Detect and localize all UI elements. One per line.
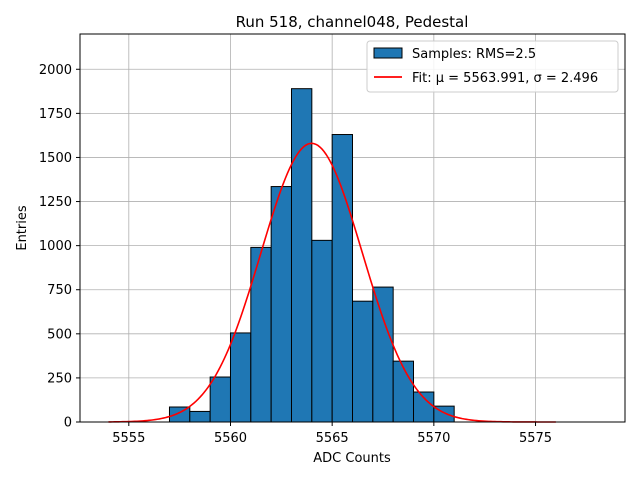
x-axis-label: ADC Counts [313, 451, 391, 466]
histogram-bar [311, 239, 333, 423]
fit-curve-group [108, 142, 556, 423]
x-tick-label: 5570 [417, 431, 450, 446]
y-axis-ticks: 0 250 500 750 1000 1250 1500 1750 2000 [39, 63, 80, 431]
y-tick-label: 1250 [39, 195, 72, 210]
y-axis-label: Entries [15, 205, 30, 251]
y-tick-label: 2000 [39, 63, 72, 78]
x-tick-label: 5575 [519, 431, 552, 446]
x-tick-label: 5560 [214, 431, 247, 446]
legend-label-fit: Fit: μ = 5563.991, σ = 2.496 [412, 71, 598, 86]
legend-swatch-samples [373, 47, 403, 59]
histogram-bar [331, 134, 354, 423]
histogram-bar [372, 286, 394, 423]
x-tick-label: 5565 [316, 431, 349, 446]
x-axis-ticks: 5555 5560 5565 5570 5575 [112, 422, 552, 446]
histogram-bar [209, 376, 231, 423]
histogram-bar [352, 300, 374, 423]
x-tick-label: 5555 [112, 431, 145, 446]
y-tick-label: 1000 [39, 239, 72, 254]
histogram-bars [168, 88, 455, 423]
legend-label-samples: Samples: RMS=2.5 [412, 47, 536, 62]
legend: Samples: RMS=2.5 Fit: μ = 5563.991, σ = … [366, 40, 619, 93]
histogram-bar [270, 186, 292, 423]
plot-frame [79, 33, 626, 423]
histogram-bar [392, 360, 415, 423]
y-tick-label: 1750 [39, 107, 72, 122]
chart-title: Run 518, channel048, Pedestal [236, 13, 469, 31]
histogram-bar [229, 332, 252, 423]
y-tick-label: 750 [47, 283, 72, 298]
legend-box [366, 40, 619, 93]
y-tick-label: 1500 [39, 151, 72, 166]
y-tick-label: 500 [47, 327, 72, 342]
histogram-bar [189, 410, 211, 423]
fit-curve [108, 142, 556, 423]
y-tick-label: 0 [64, 416, 72, 431]
y-tick-label: 250 [47, 371, 72, 386]
histogram-bar [290, 88, 313, 423]
